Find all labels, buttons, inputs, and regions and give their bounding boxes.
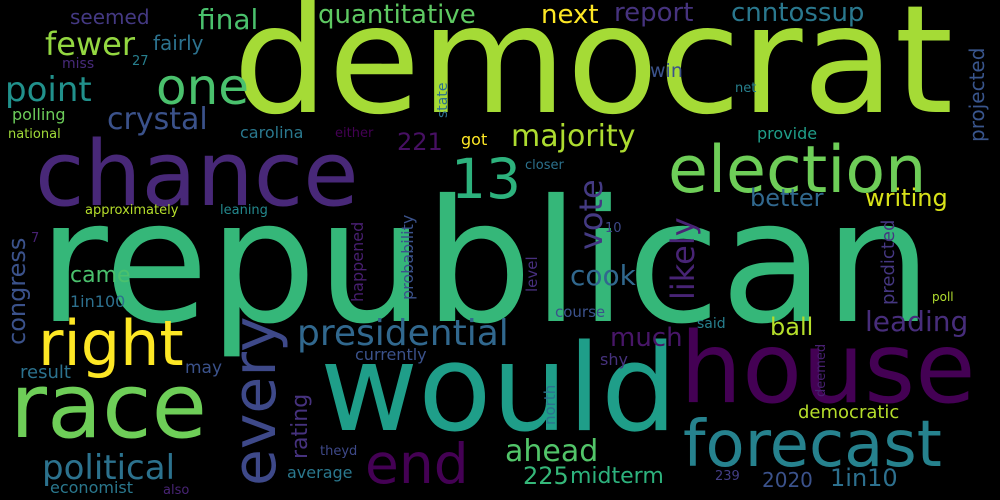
word-1in100: 1in100	[70, 292, 126, 311]
word-carolina: carolina	[240, 123, 304, 142]
word-currently: currently	[355, 345, 427, 364]
word-rating: rating	[288, 393, 313, 459]
word-221: 221	[397, 128, 443, 156]
word-economist: economist	[50, 478, 133, 497]
word-provide: provide	[757, 124, 818, 143]
word-crystal: crystal	[107, 102, 208, 137]
word-leaning: leaning	[220, 203, 268, 218]
word-cnntossup: cnntossup	[731, 0, 865, 28]
word-fairly: fairly	[153, 31, 204, 55]
word-happened: happened	[348, 221, 367, 302]
word-13: 13	[451, 147, 521, 211]
word-average: average	[287, 463, 353, 482]
word-2020: 2020	[762, 468, 813, 492]
word-writing: writing	[865, 184, 948, 212]
word-majority: majority	[511, 119, 636, 154]
word-ball: ball	[770, 313, 814, 341]
word-leading: leading	[865, 305, 969, 338]
word-net: net	[735, 81, 757, 96]
word-cook: cook	[570, 259, 636, 292]
word-next: next	[541, 0, 599, 30]
word-likely: likely	[664, 217, 702, 300]
word-result: result	[20, 362, 71, 383]
word-right: right	[38, 307, 184, 380]
word-vote: vote	[572, 179, 610, 250]
word-presidential: presidential	[297, 313, 509, 354]
word-got: got	[461, 130, 488, 149]
word-ahead: ahead	[505, 434, 599, 469]
word-239: 239	[715, 469, 740, 484]
word-point: point	[5, 70, 92, 110]
word-7: 7	[31, 231, 40, 246]
word-projected: projected	[965, 47, 989, 142]
word-national: national	[8, 127, 61, 142]
word-1in10: 1in10	[830, 464, 898, 492]
word-better: better	[750, 184, 824, 212]
word-level: level	[523, 256, 541, 292]
word-probability: probability	[398, 214, 417, 300]
word-north: north	[541, 384, 559, 425]
word-fewer: fewer	[45, 25, 135, 63]
word-democrat: democrat	[233, 0, 954, 148]
word-republican: republican	[38, 164, 933, 362]
word-every: every	[220, 316, 290, 486]
word-midterm: midterm	[570, 464, 664, 489]
word-shy: shy	[600, 350, 628, 369]
word-report: report	[614, 0, 694, 28]
word-approximately: approximately	[85, 203, 179, 218]
word-also: also	[163, 483, 190, 498]
word-democratic: democratic	[798, 402, 900, 423]
word-theyd: theyd	[320, 444, 358, 459]
word-miss: miss	[62, 56, 95, 72]
word-one: one	[156, 58, 250, 116]
word-said: said	[697, 316, 726, 332]
word-race: race	[10, 354, 208, 459]
word-political: political	[42, 448, 176, 488]
word-would: would	[320, 320, 678, 459]
word-poll: poll	[932, 290, 954, 304]
word-may: may	[185, 358, 223, 378]
word-polling: polling	[12, 105, 66, 124]
word-27: 27	[132, 54, 149, 69]
word-end: end	[365, 432, 469, 496]
word-win: win	[650, 60, 683, 82]
word-deemed: deemed	[814, 343, 829, 397]
word-course: course	[555, 303, 606, 321]
word-225: 225	[523, 462, 569, 490]
word-congress: congress	[3, 237, 31, 345]
word-state: state	[435, 82, 451, 118]
word-chance: chance	[35, 122, 359, 227]
word-final: final	[198, 3, 259, 36]
word-forecast: forecast	[683, 408, 942, 482]
word-came: came	[70, 263, 131, 288]
word-quantitative: quantitative	[318, 0, 476, 30]
word-10: 10	[605, 221, 622, 236]
word-either: either	[335, 126, 374, 141]
word-house: house	[680, 312, 976, 426]
word-election: election	[668, 133, 927, 208]
word-seemed: seemed	[70, 5, 150, 29]
word-predicted: predicted	[878, 219, 899, 305]
word-closer: closer	[525, 158, 564, 173]
word-much: much	[610, 323, 683, 353]
